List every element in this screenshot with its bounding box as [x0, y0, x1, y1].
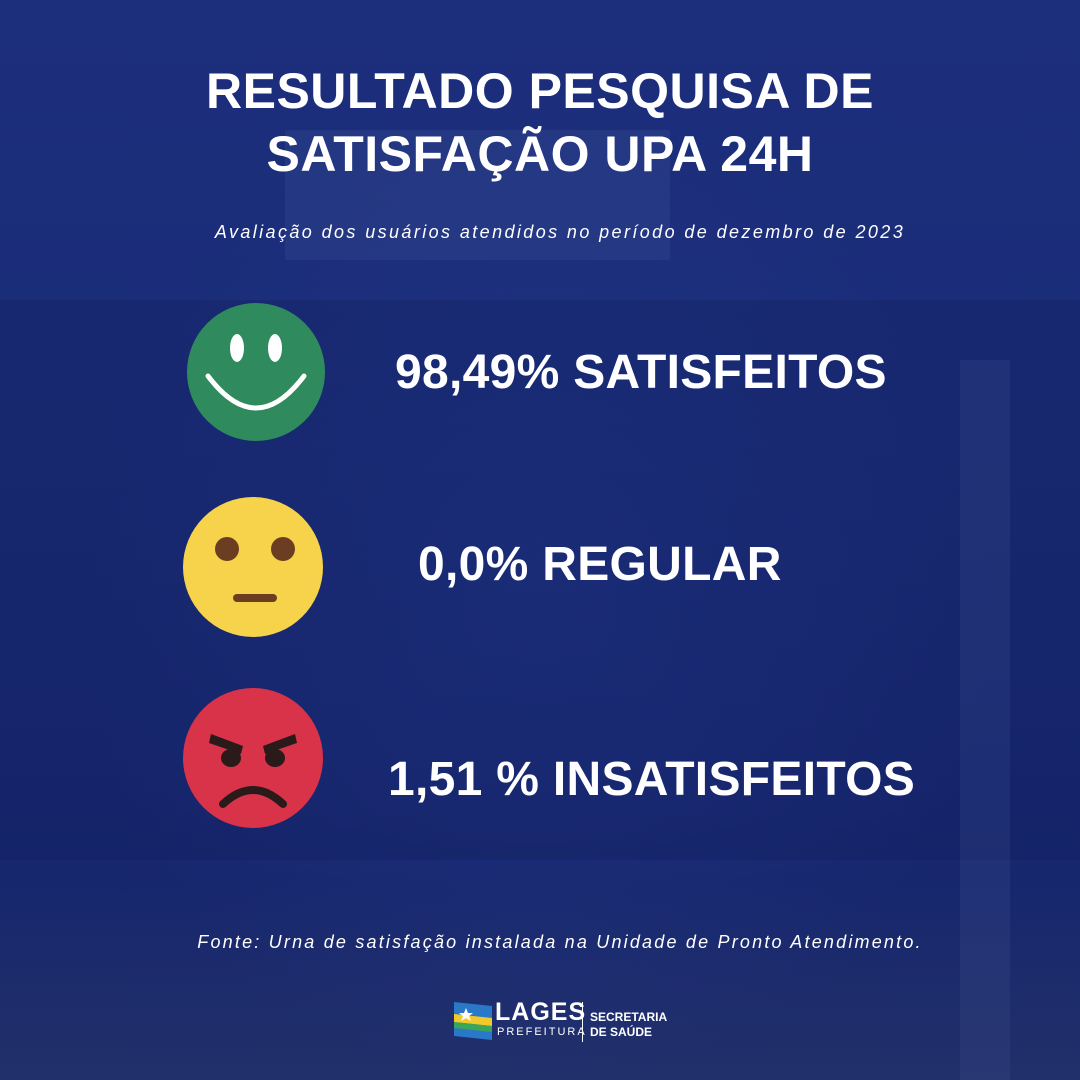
page-title-line2: SATISFAÇÃO UPA 24H: [266, 126, 814, 182]
background-photo-ground: [0, 880, 1080, 1080]
logo-prefeitura-text: PREFEITURA: [497, 1026, 587, 1038]
lages-flag-icon: [454, 1002, 492, 1040]
logo-secretaria-text: SECRETARIA DE SAÚDE: [590, 1010, 667, 1040]
logo-secretaria-line1: SECRETARIA: [590, 1010, 668, 1024]
prefeitura-lages-logo: LAGES PREFEITURA SECRETARIA DE SAÚDE: [452, 996, 674, 1050]
smiling-face-icon: [187, 303, 325, 441]
logo-lages-text: LAGES: [495, 998, 587, 1026]
background-photo-building: [0, 300, 1080, 860]
result-regular-label: 0,0% REGULAR: [418, 538, 782, 591]
angry-face-icon: [183, 688, 323, 828]
result-satisfied-label: 98,49% SATISFEITOS: [395, 346, 887, 399]
source-footnote: Fonte: Urna de satisfação instalada na U…: [197, 932, 923, 952]
neutral-face-icon: [183, 497, 323, 637]
result-dissatisfied-label: 1,51 % INSATISFEITOS: [388, 753, 916, 806]
background-photo-sign: [285, 130, 670, 260]
logo-secretaria-line2: DE SAÚDE: [590, 1025, 653, 1039]
page-subtitle: Avaliação dos usuários atendidos no perí…: [214, 222, 906, 242]
background-photo-frame: [960, 360, 1010, 1080]
page-title-line1: RESULTADO PESQUISA DE: [206, 63, 874, 119]
logo-divider: [582, 1002, 583, 1042]
